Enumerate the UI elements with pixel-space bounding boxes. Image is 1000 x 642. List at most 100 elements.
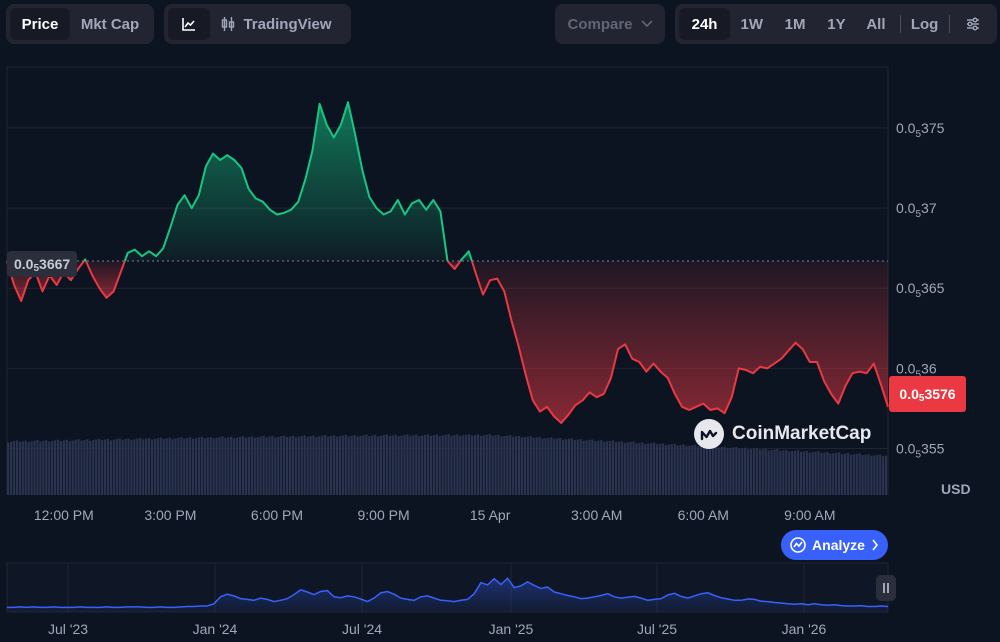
volume-bar [570, 438, 573, 495]
volume-bar [468, 434, 471, 495]
volume-bar [782, 450, 785, 495]
range-1m[interactable]: 1M [784, 15, 806, 33]
range-1y[interactable]: 1Y [827, 15, 846, 33]
volume-bar [476, 434, 480, 495]
y-tick-label: 0.05365 [896, 280, 945, 300]
volume-bar [679, 444, 682, 495]
overview-tick-label: Jul '23 [48, 621, 88, 637]
volume-bar [438, 435, 441, 495]
volume-bar [864, 454, 867, 495]
volume-bar [124, 439, 127, 495]
volume-bar [115, 439, 118, 495]
x-tick-label: 9:00 AM [784, 507, 835, 523]
volume-bar [423, 434, 427, 495]
volume-bar [224, 437, 227, 495]
volume-bar [479, 435, 482, 495]
volume-bar [409, 435, 412, 495]
volume-bar [773, 449, 776, 495]
volume-bar [21, 441, 24, 495]
volume-bar [506, 435, 509, 495]
volume-bar [136, 438, 139, 495]
volume-bar [56, 439, 60, 495]
range-all[interactable]: All [866, 15, 886, 33]
volume-bar [843, 453, 847, 495]
volume-bar [89, 440, 92, 495]
overview-drag-handle[interactable] [876, 575, 896, 601]
volume-bar [879, 454, 882, 495]
x-tick-label: 12:00 PM [34, 507, 94, 523]
volume-bar [873, 455, 876, 495]
volume-bar [494, 435, 497, 495]
volume-bar [735, 446, 738, 495]
y-tick-label: 0.05355 [896, 441, 945, 461]
volume-bar [324, 435, 327, 495]
price-line-down [84, 260, 126, 299]
price-line-down [470, 260, 889, 424]
volume-bar [221, 436, 224, 495]
volume-bar [406, 434, 409, 495]
volume-bar [882, 456, 885, 495]
volume-bar [744, 447, 747, 495]
volume-bar [394, 434, 397, 495]
volume-bar [465, 434, 468, 495]
volume-bar [244, 437, 248, 495]
volume-bar [77, 439, 80, 495]
compare-dropdown[interactable]: Compare [555, 4, 665, 44]
volume-bar [799, 451, 803, 495]
overview-navigator[interactable]: Jul '23 Jan '24 Jul '24 Jan '25 Jul '25 Jan '… [6, 562, 889, 637]
tab-mkt-cap[interactable]: Mkt Cap [80, 15, 140, 33]
volume-bar [303, 435, 306, 495]
volume-bar [218, 437, 221, 495]
chart-settings-button[interactable] [954, 8, 993, 40]
volume-bar [382, 435, 386, 495]
volume-bar [341, 435, 344, 495]
volume-bar [103, 439, 107, 495]
volume-bar [658, 443, 662, 495]
volume-bar [153, 438, 157, 495]
volume-bar [635, 443, 638, 495]
volume-bar [723, 446, 726, 495]
tab-price[interactable]: Price [10, 8, 70, 40]
volume-bar [191, 438, 195, 495]
volume-bar [253, 437, 256, 495]
volume-bar [385, 434, 389, 495]
volume-bar [150, 439, 154, 495]
volume-bar [59, 441, 63, 495]
chevron-right-icon [872, 539, 878, 551]
volume-bar [702, 445, 706, 495]
tradingview-button[interactable]: TradingView [210, 8, 342, 40]
volume-bar [250, 436, 253, 495]
price-line-up [123, 101, 449, 262]
volume-bar [835, 452, 838, 495]
x-tick-label: 6:00 PM [251, 507, 303, 523]
log-scale-button[interactable]: Log [910, 15, 939, 33]
volume-bar [497, 434, 500, 495]
volume-bar [453, 435, 456, 495]
volume-bar [51, 440, 54, 495]
volume-bar [761, 449, 764, 495]
volume-bar [509, 435, 512, 495]
volume-bar [162, 438, 165, 495]
volume-bar [664, 445, 667, 495]
line-chart-button[interactable] [168, 8, 210, 40]
volume-bar [632, 441, 635, 495]
volume-bar [285, 436, 289, 495]
analyze-button[interactable]: Analyze [781, 530, 888, 560]
volume-bar [332, 435, 336, 495]
toolbar-divider [948, 15, 950, 33]
volume-bar [515, 436, 518, 495]
volume-bar [752, 448, 756, 495]
volume-bar [547, 437, 550, 495]
volume-bar [74, 439, 77, 495]
price-area-up [124, 102, 448, 261]
volume-bar [236, 437, 239, 495]
volume-bar [368, 436, 371, 495]
volume-bar [749, 448, 753, 495]
volume-bar [644, 443, 647, 495]
range-1w[interactable]: 1W [740, 15, 764, 33]
volume-bar [838, 452, 841, 495]
range-24h[interactable]: 24h [679, 8, 731, 40]
volume-bar [356, 436, 359, 495]
volume-bar [523, 437, 527, 495]
